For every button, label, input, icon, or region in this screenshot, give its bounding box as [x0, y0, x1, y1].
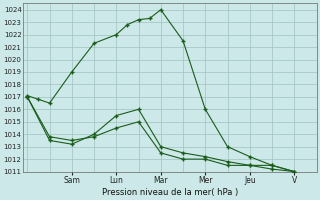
X-axis label: Pression niveau de la mer( hPa ): Pression niveau de la mer( hPa )	[101, 188, 238, 197]
